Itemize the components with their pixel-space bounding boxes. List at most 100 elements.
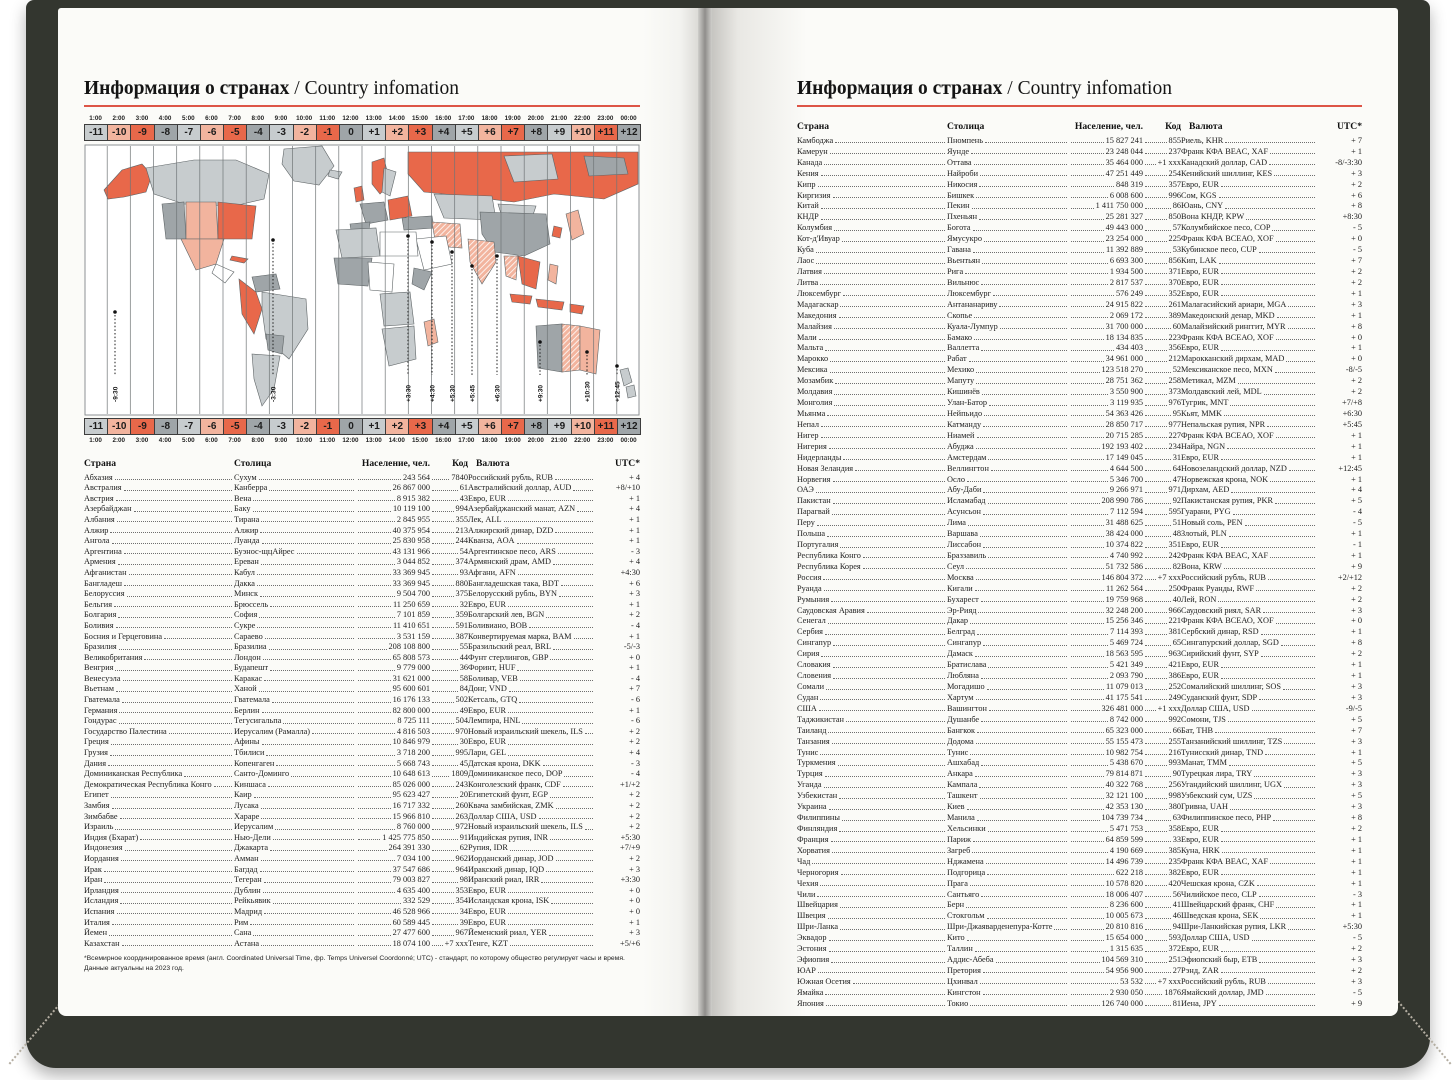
- dot-leader: [825, 1005, 945, 1007]
- phone-code: 382: [1168, 867, 1181, 877]
- utc-offset-cell: +8: [525, 124, 549, 141]
- utc-offset-cell: -2: [293, 418, 317, 435]
- table-row: Камбоджа Пномпень 15 827 241 855 Риель, …: [797, 134, 1362, 145]
- country-name: Эквадор: [797, 933, 827, 943]
- country-name: Австралия: [84, 483, 122, 493]
- phone-code: 352: [1168, 288, 1181, 298]
- dot-leader: [164, 638, 232, 639]
- dot-leader: [358, 892, 395, 894]
- dot-leader: [358, 924, 391, 926]
- table-row: Кот-д'Ивуар Ямусукро 23 254 000 225 Фран…: [797, 232, 1362, 243]
- title-underline: [84, 105, 640, 107]
- phone-code: 54: [459, 546, 468, 556]
- capital-name: Баку: [234, 504, 251, 514]
- dot-leader: [833, 677, 945, 679]
- currency-name: Доллар США, USD: [1181, 703, 1250, 713]
- dot-leader: [815, 251, 945, 253]
- country-name: Словакия: [797, 660, 831, 670]
- dot-leader: [252, 510, 354, 512]
- capital-name: Рейкьявик: [234, 896, 271, 906]
- currency-name: Франк КФА BEAC, XAF: [1181, 146, 1269, 156]
- table-row: ЮАР Претория 54 956 900 27 Рэнд, ZAR + 2: [797, 964, 1362, 975]
- dot-leader: [548, 934, 593, 936]
- utc-offset: + 1: [1351, 878, 1362, 888]
- utc-offset: + 5: [1351, 496, 1362, 506]
- time-label: 1:00: [89, 115, 102, 122]
- capital-name: Скопье: [947, 310, 973, 320]
- currency-name: Египетский фунт, EGP: [468, 790, 549, 800]
- utc-offset: + 1: [629, 525, 640, 535]
- dot-leader: [1284, 743, 1315, 745]
- population-value: 15 827 241: [1105, 135, 1143, 145]
- country-name: Великобритания: [84, 652, 143, 662]
- dot-leader: [115, 500, 232, 502]
- dot-leader: [432, 796, 458, 798]
- dot-leader: [1071, 896, 1104, 898]
- time-label: 11:00: [319, 437, 336, 444]
- dot-leader: [1145, 448, 1167, 450]
- currency-name: Тенге, KZT: [468, 938, 509, 948]
- dot-leader: [989, 710, 1067, 712]
- table-row: Зимбабве Хараре 15 966 810 263 Доллар СШ…: [84, 810, 640, 821]
- table-row: Афганистан Кабул 33 369 945 93 Афгани, A…: [84, 566, 640, 577]
- currency-name: Доминиканское песо, DOP: [468, 769, 563, 779]
- utc-offset: + 1: [629, 514, 640, 524]
- population-value: 104 739 734: [1101, 813, 1143, 823]
- dot-leader: [831, 852, 945, 854]
- dot-leader: [1145, 175, 1167, 177]
- dot-leader: [999, 306, 1067, 308]
- currency-name: Франк КФА BEAC, XAF: [1181, 856, 1269, 866]
- currency-name: Исландская крона, ISK: [468, 896, 550, 906]
- dot-leader: [358, 648, 387, 650]
- currency-name: Иена, JPY: [1181, 998, 1217, 1008]
- dot-leader: [432, 860, 454, 862]
- country-name: Гондурас: [84, 716, 117, 726]
- country-name: Бельгия: [84, 599, 113, 609]
- population-value: 9 504 700: [396, 589, 430, 599]
- dot-leader: [988, 459, 1067, 461]
- table-row: Шри-Ланка Шри-Джаяварденепура-Котте 20 8…: [797, 920, 1362, 931]
- dot-leader: [1145, 284, 1167, 286]
- utc-offset: + 3: [1351, 955, 1362, 965]
- dot-leader: [830, 360, 945, 362]
- dot-leader: [432, 818, 454, 820]
- population-value: 11 392 889: [1105, 245, 1143, 255]
- capital-name: Вьентьян: [947, 256, 981, 266]
- capital-name: Токио: [947, 998, 969, 1008]
- utc-offset: +3:30: [620, 875, 640, 885]
- dot-leader: [975, 579, 1067, 581]
- utc-offset-cell: -3: [270, 418, 294, 435]
- dot-leader: [541, 881, 593, 883]
- phone-code: 256: [1168, 780, 1181, 790]
- country-name: Литва: [797, 277, 819, 287]
- dot-leader: [1145, 775, 1171, 777]
- table-row: Украина Киев 42 353 130 380 Гривна, UAH …: [797, 800, 1362, 811]
- capital-name: Улан-Батор: [947, 398, 988, 408]
- currency-name: Марокканский дирхам, MAD: [1181, 354, 1285, 364]
- country-name: Чили: [797, 889, 816, 899]
- dot-leader: [1071, 535, 1104, 537]
- population-value: 35 464 000: [1105, 157, 1143, 167]
- table-row: Мьянма Нейпьидо 54 363 426 95 Кьят, MMK …: [797, 407, 1362, 418]
- phone-code: 243: [455, 779, 468, 789]
- capital-name: Эр-Рияд: [947, 605, 977, 615]
- currency-name: Евро, EUR: [468, 917, 507, 927]
- population-value: 8 236 600: [1109, 900, 1143, 910]
- phone-code: 58: [459, 673, 468, 683]
- time-label: 3:00: [135, 437, 149, 444]
- dot-leader: [558, 595, 593, 597]
- population-value: 33 369 945: [392, 578, 430, 588]
- dot-leader: [117, 563, 232, 565]
- capital-name: Стокгольм: [947, 911, 985, 921]
- dot-leader: [123, 489, 232, 491]
- dot-leader: [1274, 371, 1315, 373]
- dot-leader: [432, 680, 458, 682]
- dot-leader: [1071, 568, 1104, 570]
- utc-offset: + 0: [629, 652, 640, 662]
- table-row: Ирландия Дублин 4 635 400 353 Евро, EUR …: [84, 884, 640, 895]
- utc-offset-cell: +11: [594, 418, 618, 435]
- country-name: Кения: [797, 168, 819, 178]
- capital-name: Любляна: [947, 671, 979, 681]
- dot-leader: [841, 819, 945, 821]
- population-value: 79 814 871: [1105, 769, 1143, 779]
